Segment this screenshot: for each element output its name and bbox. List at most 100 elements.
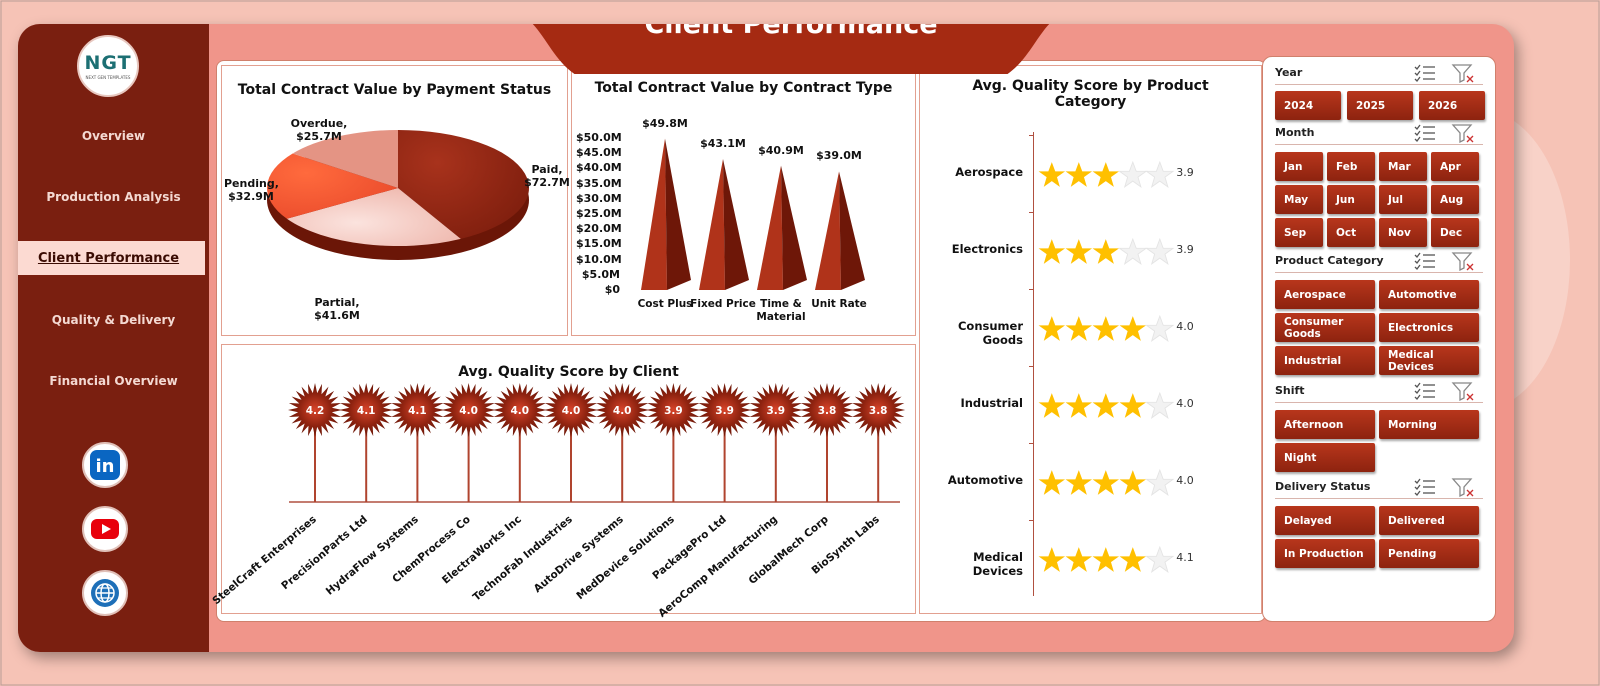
linkedin-button[interactable]: in	[82, 442, 128, 488]
slicer-button-month[interactable]: Mar	[1379, 152, 1427, 181]
slicer-button-month[interactable]: Oct	[1327, 218, 1375, 247]
sidebar-item-production-analysis[interactable]: Production Analysis	[46, 190, 181, 204]
star-icon	[1119, 547, 1147, 572]
contract-chart-title: Total Contract Value by Contract Type	[594, 80, 893, 96]
slicer-button-year[interactable]: 2026	[1419, 91, 1485, 120]
product-value-label: 3.9	[1176, 243, 1194, 256]
slicer-button-product[interactable]: Medical Devices	[1379, 346, 1479, 375]
client-value-label: 4.0	[510, 405, 529, 417]
star-icon	[1119, 393, 1147, 418]
star-icon	[1145, 391, 1175, 420]
slicer-button-month[interactable]: Apr	[1431, 152, 1479, 181]
sidebar-item-quality-delivery[interactable]: Quality & Delivery	[51, 313, 176, 327]
contract-bar-side-0	[665, 138, 691, 290]
client-burst-marker[interactable]	[800, 383, 854, 437]
slicer-button-month[interactable]: Feb	[1327, 152, 1375, 181]
logo-text: NGT	[84, 52, 132, 74]
sidebar-item-overview[interactable]: Overview	[81, 129, 146, 143]
contract-bar-side-2	[781, 165, 807, 290]
client-value-label: 4.1	[357, 405, 376, 417]
slicer-tools-delivery[interactable]	[1413, 477, 1483, 498]
star-icon	[1092, 316, 1120, 341]
slicer-button-product[interactable]: Automotive	[1379, 280, 1479, 309]
star-rating	[1038, 545, 1175, 574]
product-category-label: Automotive	[947, 473, 1023, 487]
page-title: Client Performance	[644, 24, 938, 40]
star-icon	[1145, 468, 1175, 497]
logo: NGT NEXT GEN TEMPLATES	[77, 35, 139, 97]
linkedin-icon: in	[90, 450, 120, 480]
slicer-button-delivery[interactable]: Delivered	[1379, 506, 1479, 535]
slicer-button-month[interactable]: Jan	[1275, 152, 1323, 181]
slicer-button-month[interactable]: Dec	[1431, 218, 1479, 247]
slicer-button-product[interactable]: Electronics	[1379, 313, 1479, 342]
sidebar-item-client-performance[interactable]: Client Performance	[18, 241, 205, 275]
client-value-label: 4.0	[562, 405, 581, 417]
dashboard-frame: NGT NEXT GEN TEMPLATES Overview Producti…	[18, 24, 1514, 652]
slicer-button-delivery[interactable]: Delayed	[1275, 506, 1375, 535]
client-burst-marker[interactable]	[646, 383, 701, 437]
slicer-tools-year[interactable]	[1413, 63, 1483, 84]
slicer-tools-month[interactable]	[1413, 123, 1483, 144]
clear-filter-icon	[1414, 64, 1474, 84]
contract-y-tick: $5.0M	[581, 267, 620, 281]
client-burst-marker[interactable]	[595, 383, 650, 437]
product-axis-tick	[1029, 212, 1034, 213]
client-burst-marker[interactable]	[492, 383, 547, 437]
globe-icon	[91, 579, 119, 607]
youtube-button[interactable]	[82, 506, 128, 552]
contract-bars	[641, 138, 865, 290]
client-burst-marker[interactable]	[288, 383, 342, 437]
slicer-button-shift[interactable]: Night	[1275, 443, 1375, 472]
slicer-button-delivery[interactable]: In Production	[1275, 539, 1375, 568]
product-value-label: 4.0	[1176, 474, 1194, 487]
slicer-button-month[interactable]: Nov	[1379, 218, 1427, 247]
client-burst-marker[interactable]	[390, 383, 445, 437]
slicer-title-product: Product Category	[1275, 254, 1384, 267]
pie-slice-partial[interactable]	[286, 188, 461, 246]
sidebar-item-financial-overview[interactable]: Financial Overview	[49, 374, 178, 388]
contract-bar-2[interactable]	[757, 165, 783, 290]
client-burst-marker[interactable]	[851, 383, 906, 437]
slicer-button-month[interactable]: May	[1275, 185, 1323, 214]
slicer-button-month[interactable]: Jun	[1327, 185, 1375, 214]
client-burst-marker[interactable]	[441, 383, 496, 437]
pie-slice-pending[interactable]	[267, 153, 398, 219]
slicer-button-year[interactable]: 2024	[1275, 91, 1341, 120]
slicer-button-product[interactable]: Industrial	[1275, 346, 1375, 375]
clear-filter-icon	[1414, 124, 1474, 144]
slicer-button-shift[interactable]: Afternoon	[1275, 410, 1375, 439]
star-rating	[1038, 391, 1175, 420]
contract-y-tick: $25.0M	[576, 207, 622, 220]
product-axis-tick	[1029, 366, 1034, 367]
client-burst-marker[interactable]	[339, 383, 394, 437]
contract-bar-side-3	[839, 171, 865, 290]
client-value-label: 3.8	[818, 405, 837, 417]
slicer-button-delivery[interactable]: Pending	[1379, 539, 1479, 568]
contract-bar-3[interactable]	[815, 171, 841, 290]
pie-label-partial: Partial, $41.6M	[314, 296, 360, 322]
slicer-tools-shift[interactable]	[1413, 381, 1483, 402]
client-burst-marker[interactable]	[544, 383, 598, 437]
product-category-label: Aerospace	[955, 165, 1023, 179]
contract-bar-1[interactable]	[699, 158, 725, 290]
slicer-button-product[interactable]: Aerospace	[1275, 280, 1375, 309]
slicer-button-shift[interactable]: Morning	[1379, 410, 1479, 439]
slicer-button-year[interactable]: 2025	[1347, 91, 1413, 120]
product-value-label: 4.0	[1176, 397, 1194, 410]
slicer-button-month[interactable]: Sep	[1275, 218, 1323, 247]
slicer-button-product[interactable]: Consumer Goods	[1275, 313, 1375, 342]
slicer-title-month: Month	[1275, 126, 1315, 139]
contract-data-label: $49.8M	[642, 116, 688, 130]
pie-slice-paid[interactable]	[398, 130, 529, 239]
client-burst-marker[interactable]	[748, 383, 803, 437]
contract-category-label: Unit Rate	[811, 298, 867, 310]
slicer-tools-product[interactable]	[1413, 251, 1483, 272]
website-button[interactable]	[82, 570, 128, 616]
slicer-button-month[interactable]: Jul	[1379, 185, 1427, 214]
client-burst-marker[interactable]	[697, 383, 752, 437]
slicer-button-month[interactable]: Aug	[1431, 185, 1479, 214]
contract-bar-0[interactable]	[641, 138, 667, 290]
pie-slice-overdue[interactable]	[292, 130, 398, 188]
star-rating	[1038, 314, 1175, 343]
